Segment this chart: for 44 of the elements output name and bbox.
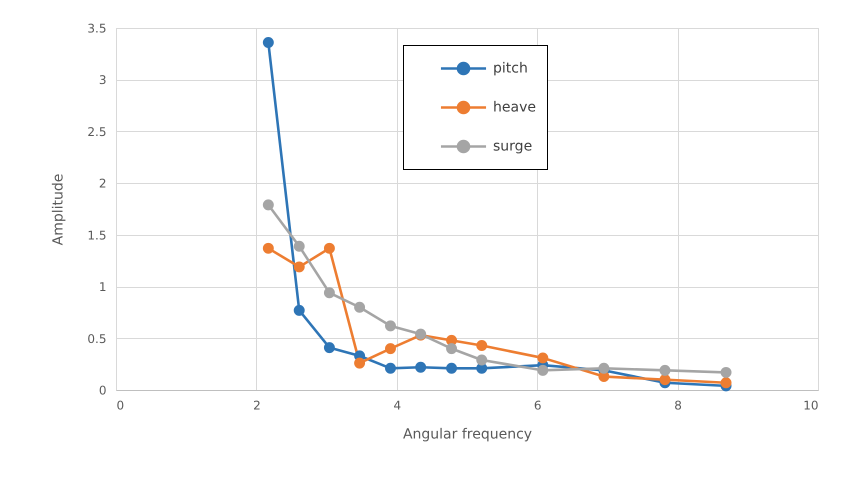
- point: [385, 320, 396, 332]
- x-tick-label: 4: [393, 398, 402, 412]
- y-tick-label: 1: [98, 280, 106, 294]
- point: [385, 343, 396, 354]
- point: [446, 343, 458, 354]
- y-tick-label: 3: [98, 73, 106, 88]
- y-tick-label: 1.5: [87, 228, 106, 242]
- y-tick-label: 0: [98, 384, 106, 398]
- point: [294, 261, 305, 272]
- legend-label: pitch: [493, 60, 528, 76]
- x-tick-label: 8: [674, 398, 682, 412]
- point: [354, 302, 366, 313]
- point: [294, 304, 305, 316]
- legend-label: surge: [493, 138, 532, 154]
- x-tick-label: 2: [253, 398, 261, 412]
- point: [262, 37, 274, 48]
- y-tick-label: 2: [98, 176, 106, 191]
- point: [262, 242, 274, 254]
- point: [446, 362, 458, 374]
- y-tick-label: 2.5: [87, 124, 106, 139]
- point: [324, 242, 335, 254]
- point: [537, 364, 548, 376]
- point: [476, 340, 488, 351]
- point: [324, 342, 335, 354]
- x-tick-label: 10: [803, 398, 818, 412]
- y-axis-title: Amplitude: [50, 174, 66, 246]
- y-tick-label: 3.5: [87, 22, 106, 36]
- point: [294, 240, 305, 252]
- point: [324, 287, 335, 298]
- point: [262, 199, 274, 210]
- x-tick-label: 6: [534, 398, 542, 412]
- point: [659, 364, 670, 376]
- point: [354, 358, 366, 369]
- point: [476, 354, 488, 366]
- y-tick-label: 0.5: [87, 332, 106, 346]
- x-axis-title: Angular frequency: [402, 426, 532, 442]
- legend-label: heave: [493, 100, 536, 116]
- x-tick-label: 0: [116, 398, 124, 412]
- point: [720, 366, 732, 378]
- point: [415, 362, 426, 373]
- point: [659, 374, 670, 386]
- point: [385, 362, 396, 374]
- point: [720, 377, 732, 388]
- point: [537, 352, 548, 364]
